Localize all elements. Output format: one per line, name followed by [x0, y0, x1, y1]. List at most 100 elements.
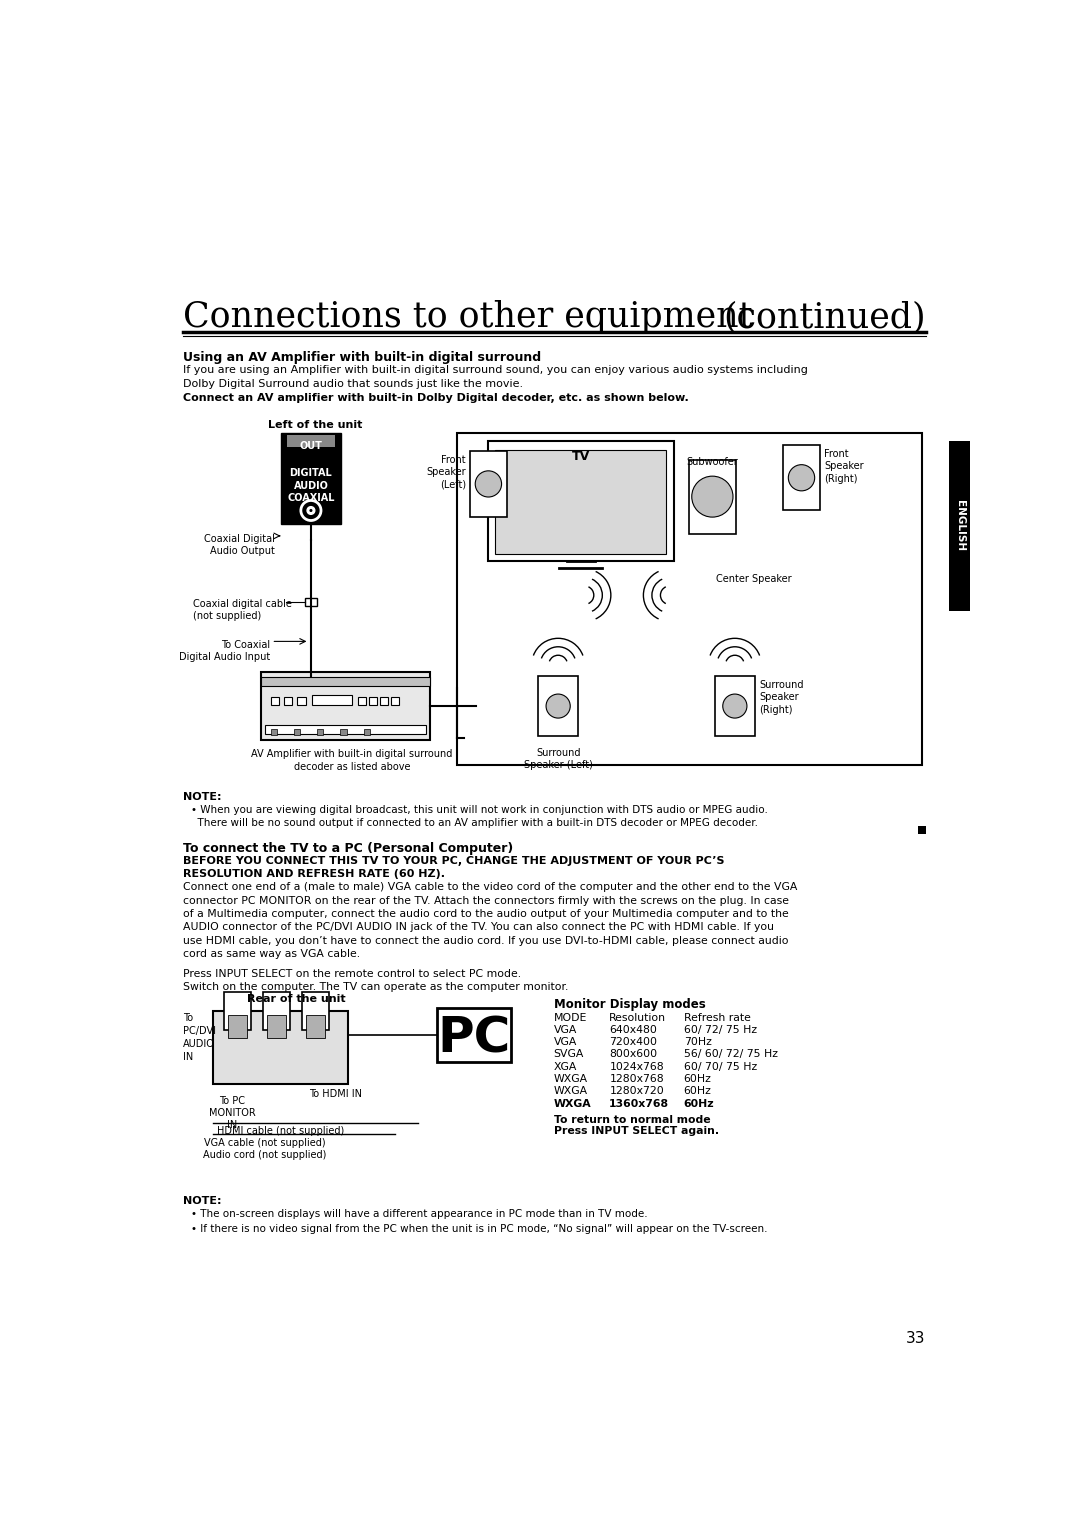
Bar — [271, 730, 276, 736]
Text: Using an AV Amplifier with built-in digital surround: Using an AV Amplifier with built-in digi… — [183, 351, 541, 363]
Text: (continued): (continued) — [723, 301, 926, 334]
Bar — [380, 696, 388, 704]
Circle shape — [475, 470, 501, 496]
Circle shape — [723, 695, 747, 718]
Text: 60Hz: 60Hz — [684, 1086, 712, 1096]
Text: DIGITAL
AUDIO
COAXIAL: DIGITAL AUDIO COAXIAL — [287, 469, 335, 502]
Text: To Coaxial
Digital Audio Input: To Coaxial Digital Audio Input — [179, 640, 271, 663]
Text: VGA: VGA — [554, 1037, 577, 1048]
Text: Front
Speaker
(Right): Front Speaker (Right) — [824, 449, 864, 484]
Text: 56/ 60/ 72/ 75 Hz: 56/ 60/ 72/ 75 Hz — [684, 1049, 778, 1060]
Bar — [271, 696, 279, 704]
Text: Press INPUT SELECT on the remote control to select PC mode.
Switch on the comput: Press INPUT SELECT on the remote control… — [183, 968, 568, 993]
Text: • If there is no video signal from the PC when the unit is in PC mode, “No signa: • If there is no video signal from the P… — [191, 1223, 767, 1234]
Text: WXGA: WXGA — [554, 1086, 588, 1096]
Text: Monitor Display modes: Monitor Display modes — [554, 999, 705, 1011]
Text: To connect the TV to a PC (Personal Computer): To connect the TV to a PC (Personal Comp… — [183, 841, 513, 855]
Circle shape — [546, 695, 570, 718]
Text: TV: TV — [571, 450, 590, 463]
Bar — [437, 1008, 511, 1061]
Circle shape — [788, 464, 814, 490]
Text: 1280x720: 1280x720 — [609, 1086, 664, 1096]
Text: Press INPUT SELECT again.: Press INPUT SELECT again. — [554, 1127, 718, 1136]
Bar — [538, 676, 578, 736]
Text: 640x480: 640x480 — [609, 1025, 657, 1035]
Text: 70Hz: 70Hz — [684, 1037, 712, 1048]
Bar — [470, 450, 507, 516]
Bar — [318, 730, 323, 736]
Bar — [297, 696, 306, 704]
Bar — [340, 730, 347, 736]
Text: 1360x768: 1360x768 — [609, 1099, 670, 1109]
Bar — [287, 435, 335, 447]
Bar — [918, 826, 926, 834]
Bar — [391, 696, 399, 704]
Text: Rear of the unit: Rear of the unit — [247, 994, 346, 1005]
Text: OUT: OUT — [299, 441, 322, 450]
Bar — [364, 730, 369, 736]
Bar — [488, 441, 674, 560]
Text: Surround
Speaker
(Right): Surround Speaker (Right) — [759, 680, 804, 715]
Text: • The on-screen displays will have a different appearance in PC mode than in TV : • The on-screen displays will have a dif… — [191, 1209, 647, 1219]
Text: AV Amplifier with built-in digital surround
decoder as listed above: AV Amplifier with built-in digital surro… — [252, 750, 453, 771]
Text: NOTE:: NOTE: — [183, 1196, 221, 1206]
Bar — [261, 672, 430, 741]
Text: PC: PC — [437, 1015, 511, 1063]
Bar — [267, 1015, 286, 1038]
Bar — [305, 599, 318, 606]
Bar — [213, 1011, 348, 1084]
Bar — [281, 434, 341, 524]
Circle shape — [301, 501, 321, 521]
Text: To HDMI IN: To HDMI IN — [309, 1089, 363, 1099]
Bar — [228, 1015, 247, 1038]
Bar — [496, 450, 666, 554]
Bar — [689, 461, 735, 533]
Bar — [457, 434, 921, 765]
Bar — [783, 444, 820, 510]
Text: 60/ 70/ 75 Hz: 60/ 70/ 75 Hz — [684, 1061, 757, 1072]
Circle shape — [692, 476, 733, 518]
Text: VGA: VGA — [554, 1025, 577, 1035]
Bar — [715, 676, 755, 736]
Bar — [301, 991, 328, 1031]
Text: NOTE:: NOTE: — [183, 791, 221, 802]
Text: MODE: MODE — [554, 1012, 586, 1023]
Bar — [261, 676, 430, 686]
Text: To PC
MONITOR
IN: To PC MONITOR IN — [208, 1096, 255, 1130]
Text: Surround
Speaker (Left): Surround Speaker (Left) — [524, 748, 593, 770]
Text: WXGA: WXGA — [554, 1073, 588, 1084]
Bar — [266, 724, 427, 734]
Text: BEFORE YOU CONNECT THIS TV TO YOUR PC, CHANGE THE ADJUSTMENT OF YOUR PC’S
RESOLU: BEFORE YOU CONNECT THIS TV TO YOUR PC, C… — [183, 857, 725, 880]
Bar — [262, 991, 291, 1031]
Circle shape — [309, 508, 312, 512]
Text: Front
Speaker
(Left): Front Speaker (Left) — [427, 455, 465, 490]
Text: Center Speaker: Center Speaker — [716, 574, 792, 585]
Text: 720x400: 720x400 — [609, 1037, 658, 1048]
Bar — [225, 991, 252, 1031]
Text: 800x600: 800x600 — [609, 1049, 658, 1060]
Bar — [948, 441, 971, 611]
Text: VGA cable (not supplied): VGA cable (not supplied) — [204, 1138, 326, 1148]
Text: HDMI cable (not supplied): HDMI cable (not supplied) — [217, 1127, 343, 1136]
Bar — [294, 730, 300, 736]
Bar — [359, 696, 366, 704]
Text: Coaxial digital cable
(not supplied): Coaxial digital cable (not supplied) — [193, 599, 292, 621]
Text: ENGLISH: ENGLISH — [955, 501, 964, 551]
Bar — [312, 695, 352, 704]
Text: Coaxial Digital
Audio Output: Coaxial Digital Audio Output — [204, 533, 274, 556]
Text: If you are using an Amplifier with built-in digital surround sound, you can enjo: If you are using an Amplifier with built… — [183, 365, 808, 388]
Text: 60Hz: 60Hz — [684, 1073, 712, 1084]
Text: Resolution: Resolution — [609, 1012, 666, 1023]
Text: 1024x768: 1024x768 — [609, 1061, 664, 1072]
Text: 60/ 72/ 75 Hz: 60/ 72/ 75 Hz — [684, 1025, 757, 1035]
Text: SVGA: SVGA — [554, 1049, 584, 1060]
Text: Subwoofer: Subwoofer — [687, 457, 739, 467]
Bar — [306, 1015, 325, 1038]
Text: Connect one end of a (male to male) VGA cable to the video cord of the computer : Connect one end of a (male to male) VGA … — [183, 883, 797, 959]
Text: Audio cord (not supplied): Audio cord (not supplied) — [203, 1150, 326, 1159]
Text: To return to normal mode: To return to normal mode — [554, 1115, 711, 1125]
Text: Refresh rate: Refresh rate — [684, 1012, 751, 1023]
Text: • When you are viewing digital broadcast, this unit will not work in conjunction: • When you are viewing digital broadcast… — [191, 805, 768, 828]
Text: 33: 33 — [906, 1330, 926, 1345]
Text: Connections to other equipment: Connections to other equipment — [183, 301, 753, 334]
